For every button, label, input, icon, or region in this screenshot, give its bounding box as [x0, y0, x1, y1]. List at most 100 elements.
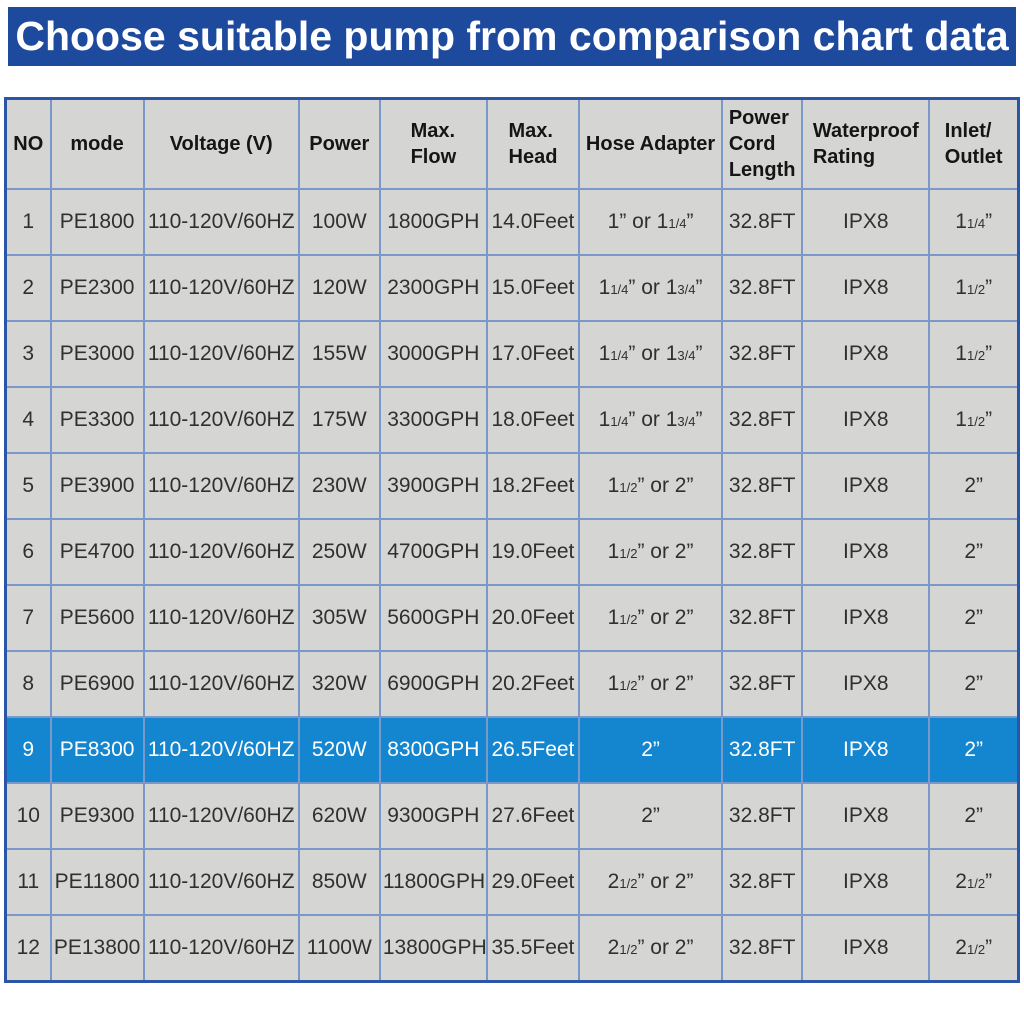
table-cell: 6 [4, 518, 52, 586]
table-row: 2 PE2300 110-120V/60HZ 120W 2300GPH 15.0Feet 1… [4, 254, 1020, 322]
table-cell: 120W [297, 254, 381, 322]
table-cell: 18.0Feet [485, 386, 581, 454]
table-cell: 110-120V/60HZ [142, 254, 300, 322]
column-header: Power Cord Length [721, 97, 804, 190]
column-header: Max. Head [485, 97, 581, 190]
table-cell: 27.6Feet [485, 782, 581, 850]
table-cell: 3 [4, 320, 52, 388]
table-header-row: NO mode Voltage (V) Power Max. Flow Max. Head… [4, 97, 1020, 190]
table-cell: 2” [577, 782, 724, 850]
table-cell: 21/2” or 2” [577, 914, 724, 983]
table-cell: 29.0Feet [485, 848, 581, 916]
table-cell: 110-120V/60HZ [142, 452, 300, 520]
table-cell: PE9300 [49, 782, 145, 850]
column-header: Inlet/ Outlet [928, 97, 1020, 190]
fraction-text: 1/2 [966, 876, 986, 891]
fraction-text: 1/2 [619, 942, 638, 957]
table-cell: IPX8 [801, 518, 931, 586]
table-cell: 2” [928, 452, 1020, 520]
table-row: 3 PE3000 110-120V/60HZ 155W 3000GPH 17.0Feet 1… [4, 320, 1020, 388]
table-row: 1 PE1800 110-120V/60HZ 100W 1800GPH 14.0Feet 1… [4, 188, 1020, 256]
table-row: 7 PE5600 110-120V/60HZ 305W 5600GPH 20.0Feet 1… [4, 584, 1020, 652]
table-cell: 8300GPH [378, 716, 488, 784]
column-header: Power [297, 97, 381, 190]
table-row: 11 PE11800 110-120V/60HZ 850W 11800GPH 29.0Fe… [4, 848, 1020, 916]
table-cell: 110-120V/60HZ [142, 650, 300, 718]
table-row: 12 PE13800 110-120V/60HZ 1100W 13800GPH 35.5F… [4, 914, 1020, 983]
fraction-text: 1/4 [966, 216, 986, 231]
fraction-text: 3/4 [677, 348, 696, 363]
table-cell: 2” [928, 716, 1020, 784]
column-header: Max. Flow [378, 97, 488, 190]
column-header-label: Power [309, 133, 370, 155]
table-row: 9 PE8300 110-120V/60HZ 520W 8300GPH 26.5Feet 2… [4, 716, 1020, 784]
fraction-text: 3/4 [677, 282, 696, 297]
table-cell: 11/4” or 13/4” [577, 320, 724, 388]
fraction-text: 3/4 [677, 414, 696, 429]
table-row: 4 PE3300 110-120V/60HZ 175W 3300GPH 18.0Feet 1… [4, 386, 1020, 454]
table-cell: IPX8 [801, 848, 931, 916]
table-body: 1 PE1800 110-120V/60HZ 100W 1800GPH 14.0Feet 1… [4, 188, 1020, 983]
table-cell: PE3300 [49, 386, 145, 454]
fraction-text: 1/2 [966, 348, 986, 363]
fraction-text: 1/2 [966, 414, 986, 429]
table-cell: 11/2” or 2” [577, 584, 724, 652]
table-cell: 4700GPH [378, 518, 488, 586]
fraction-text: 1/2 [619, 678, 638, 693]
column-header-label: Max. Flow [410, 120, 457, 168]
fraction-text: 1/4 [610, 348, 629, 363]
table-cell: 100W [297, 188, 381, 256]
table-row: 8 PE6900 110-120V/60HZ 320W 6900GPH 20.2Feet 1… [4, 650, 1020, 718]
table-cell: 520W [297, 716, 381, 784]
table-cell: 2” [928, 518, 1020, 586]
table-cell: 11/2” or 2” [577, 650, 724, 718]
table-cell: 5600GPH [378, 584, 488, 652]
fraction-text: 1/2 [619, 480, 638, 495]
column-header: Waterproof Rating [801, 97, 931, 190]
table-cell: IPX8 [801, 584, 931, 652]
table-cell: 26.5Feet [485, 716, 581, 784]
table-cell: 1” or 11/4” [577, 188, 724, 256]
table-cell: 1100W [297, 914, 381, 983]
table-cell: 11/2” or 2” [577, 518, 724, 586]
table-cell: 3000GPH [378, 320, 488, 388]
column-header-label: mode [70, 133, 124, 155]
table-cell: 11/2” [928, 386, 1020, 454]
table-cell: 21/2” [928, 914, 1020, 983]
table-cell: 230W [297, 452, 381, 520]
table-cell: 7 [4, 584, 52, 652]
table-cell: 9300GPH [378, 782, 488, 850]
fraction-text: 1/2 [966, 282, 986, 297]
table-cell: 1800GPH [378, 188, 488, 256]
table-cell: 110-120V/60HZ [142, 584, 300, 652]
table-cell: 20.2Feet [485, 650, 581, 718]
table-cell: 6900GPH [378, 650, 488, 718]
table-cell: 20.0Feet [485, 584, 581, 652]
table-cell: 110-120V/60HZ [142, 848, 300, 916]
table-cell: 32.8FT [721, 650, 804, 718]
column-header-label: Max. Head [508, 120, 558, 168]
fraction-text: 1/2 [619, 876, 638, 891]
fraction-text: 1/2 [619, 546, 638, 561]
table-cell: 2” [928, 650, 1020, 718]
table-cell: 4 [4, 386, 52, 454]
table-cell: IPX8 [801, 914, 931, 983]
fraction-text: 1/4 [610, 414, 629, 429]
table-cell: 32.8FT [721, 716, 804, 784]
table-cell: 11/4” or 13/4” [577, 386, 724, 454]
table-cell: 10 [4, 782, 52, 850]
fraction-text: 1/2 [619, 612, 638, 627]
table-cell: 2” [577, 716, 724, 784]
table-cell: 850W [297, 848, 381, 916]
table-cell: IPX8 [801, 650, 931, 718]
table-cell: PE3000 [49, 320, 145, 388]
table-cell: 14.0Feet [485, 188, 581, 256]
table-cell: 110-120V/60HZ [142, 188, 300, 256]
table-cell: 9 [4, 716, 52, 784]
table-cell: 15.0Feet [485, 254, 581, 322]
table-cell: 32.8FT [721, 782, 804, 850]
column-header: Voltage (V) [142, 97, 300, 190]
table-cell: 110-120V/60HZ [142, 518, 300, 586]
table-cell: 175W [297, 386, 381, 454]
table-cell: 32.8FT [721, 254, 804, 322]
